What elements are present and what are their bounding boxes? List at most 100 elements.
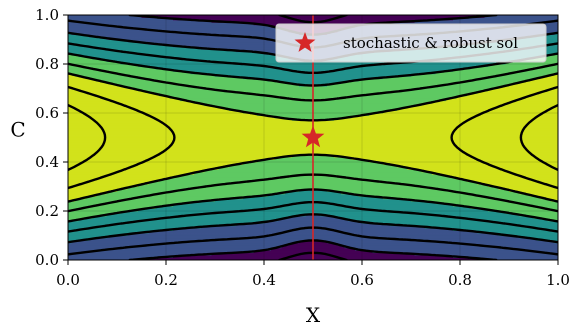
contour-fill-cell — [78, 15, 83, 18]
contour-fill-cell — [145, 147, 149, 151]
contour-fill-cell — [68, 110, 72, 114]
contour-fill-cell — [127, 93, 132, 97]
contour-fill-cell — [180, 39, 184, 43]
contour-fill-cell — [152, 228, 156, 231]
contour-fill-cell — [85, 159, 90, 163]
contour-fill-cell — [134, 186, 139, 190]
contour-fill-cell — [117, 54, 121, 58]
contour-fill-cell — [218, 83, 223, 87]
contour-fill-cell — [187, 198, 191, 202]
contour-fill-cell — [176, 159, 181, 163]
contour-fill-cell — [68, 179, 72, 182]
contour-fill-cell — [211, 257, 216, 260]
contour-fill-cell — [89, 176, 93, 180]
contour-fill-cell — [96, 157, 100, 160]
contour-fill-cell — [148, 169, 153, 173]
contour-fill-cell — [208, 49, 212, 53]
contour-fill-cell — [215, 54, 219, 58]
contour-fill-cell — [229, 213, 233, 217]
contour-fill-cell — [173, 162, 177, 165]
contour-fill-cell — [148, 32, 153, 35]
contour-fill-cell — [78, 27, 83, 31]
contour-fill-cell — [194, 181, 198, 185]
contour-fill-cell — [71, 159, 76, 163]
contour-fill-cell — [131, 235, 135, 239]
contour-fill-cell — [82, 130, 86, 133]
contour-fill-cell — [229, 147, 233, 151]
contour-fill-cell — [113, 51, 118, 55]
contour-fill-cell — [78, 255, 83, 258]
contour-fill-cell — [169, 157, 174, 160]
contour-fill-cell — [141, 122, 146, 126]
contour-fill-cell — [176, 201, 181, 205]
contour-fill-cell — [78, 235, 83, 239]
contour-fill-cell — [124, 71, 128, 75]
contour-fill-cell — [145, 225, 149, 229]
contour-fill-cell — [103, 169, 107, 173]
contour-fill-cell — [215, 213, 219, 217]
contour-fill-cell — [103, 41, 107, 45]
contour-fill-cell — [78, 159, 83, 163]
contour-fill-cell — [110, 120, 114, 124]
contour-fill-cell — [155, 100, 160, 104]
contour-fill-cell — [78, 117, 83, 121]
contour-fill-cell — [85, 149, 90, 153]
contour-fill-cell — [197, 193, 202, 197]
contour-fill-cell — [120, 120, 125, 124]
contour-fill-cell — [180, 103, 184, 107]
contour-fill-cell — [148, 27, 153, 31]
contour-fill-cell — [183, 132, 188, 136]
contour-fill-cell — [162, 220, 167, 224]
contour-fill-cell — [190, 176, 195, 180]
contour-fill-cell — [89, 157, 93, 160]
contour-fill-cell — [225, 193, 230, 197]
contour-fill-cell — [155, 120, 160, 124]
contour-fill-cell — [187, 228, 191, 231]
contour-fill-cell — [201, 117, 205, 121]
contour-fill-cell — [155, 213, 160, 217]
contour-fill-cell — [71, 135, 76, 138]
contour-fill-cell — [110, 196, 114, 200]
contour-fill-cell — [110, 44, 114, 48]
contour-fill-cell — [180, 237, 184, 241]
contour-fill-cell — [78, 90, 83, 94]
contour-fill-cell — [124, 247, 128, 251]
contour-fill-cell — [190, 41, 195, 45]
contour-fill-cell — [131, 98, 135, 102]
contour-fill-cell — [99, 142, 104, 146]
contour-fill-cell — [71, 68, 76, 72]
contour-fill-cell — [152, 68, 156, 72]
contour-fill-cell — [127, 250, 132, 254]
contour-fill-cell — [110, 228, 114, 231]
contour-fill-cell — [183, 95, 188, 99]
contour-fill-cell — [169, 135, 174, 138]
contour-fill-cell — [194, 235, 198, 239]
contour-fill-cell — [103, 152, 107, 156]
contour-fill-cell — [78, 164, 83, 168]
contour-fill-cell — [134, 100, 139, 104]
contour-fill-cell — [211, 152, 216, 156]
contour-fill-cell — [120, 41, 125, 45]
contour-fill-cell — [92, 245, 97, 249]
contour-fill-cell — [138, 66, 142, 70]
contour-fill-cell — [68, 203, 72, 207]
contour-fill-cell — [145, 144, 149, 148]
contour-fill-cell — [201, 130, 205, 133]
contour-fill-cell — [106, 255, 111, 258]
contour-fill-cell — [183, 154, 188, 158]
contour-fill-cell — [75, 176, 79, 180]
contour-fill-cell — [89, 186, 93, 190]
contour-fill-cell — [141, 206, 146, 209]
contour-fill-cell — [99, 32, 104, 35]
contour-fill-cell — [208, 81, 212, 84]
contour-fill-cell — [162, 196, 167, 200]
contour-fill-cell — [218, 257, 223, 260]
contour-fill-cell — [120, 164, 125, 168]
contour-fill-cell — [218, 27, 223, 31]
contour-fill-cell — [152, 86, 156, 89]
contour-fill-cell — [169, 110, 174, 114]
contour-fill-cell — [197, 162, 202, 165]
contour-fill-cell — [166, 247, 170, 251]
contour-fill-cell — [85, 17, 90, 21]
contour-fill-cell — [148, 186, 153, 190]
